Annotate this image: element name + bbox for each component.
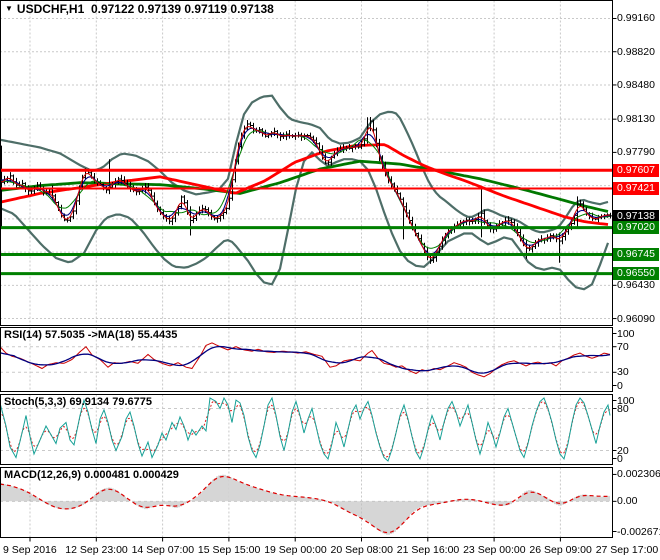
price-axis-label: 0.99160 xyxy=(617,12,655,25)
chart-ohlc-values: 0.97122 0.97139 0.97119 0.97138 xyxy=(90,2,274,16)
price-axis-label: 0.96430 xyxy=(617,279,655,292)
price-axis-label: 0.98820 xyxy=(617,45,655,58)
time-axis-label: 23 Sep 00:00 xyxy=(463,544,526,556)
macd-axis-label: -0.002671 xyxy=(617,525,660,538)
price-badge: 0.97020 xyxy=(613,221,659,235)
macd-indicator-label: MACD(12,26,9) 0.000481 0.000429 xyxy=(4,469,179,481)
price-badge: 0.96550 xyxy=(613,267,659,281)
symbol-dropdown-icon: ▼ xyxy=(5,4,13,13)
stoch-axis-label: 100 xyxy=(617,394,635,407)
rsi-axis-label: 100 xyxy=(617,327,635,340)
chart-title: ▼ USDCHF,H1 0.97122 0.97139 0.97119 0.971… xyxy=(5,2,274,16)
time-axis-label: 9 Sep 2016 xyxy=(3,544,57,556)
price-badge: 0.96745 xyxy=(613,248,659,262)
price-badge: 0.97607 xyxy=(613,163,659,177)
stoch-indicator-label: Stoch(5,3,3) 69.9134 79.6775 xyxy=(4,396,152,408)
price-badge: 0.97138 xyxy=(613,209,659,223)
time-axis-label: 26 Sep 09:00 xyxy=(529,544,592,556)
time-axis-label: 19 Sep 00:00 xyxy=(264,544,327,556)
time-axis-label: 12 Sep 23:00 xyxy=(65,544,128,556)
time-axis-label: 20 Sep 08:00 xyxy=(330,544,393,556)
time-axis-label: 21 Sep 16:00 xyxy=(396,544,460,556)
time-axis-label: 27 Sep 17:00 xyxy=(595,544,659,556)
rsi-indicator-label: RSI(14) 57.5035 ->MA(18) 55.4435 xyxy=(4,329,178,341)
stoch-axis-label: 80 xyxy=(617,402,629,415)
price-badge: 0.97421 xyxy=(613,181,659,195)
price-axis-label: 0.96090 xyxy=(617,312,655,325)
rsi-axis-label: 70 xyxy=(617,340,629,353)
stoch-axis-label: 0 xyxy=(617,452,623,465)
rsi-axis-label: 0 xyxy=(617,379,623,392)
price-axis-label: 0.98480 xyxy=(617,78,655,91)
rsi-axis-label: 30 xyxy=(617,366,629,379)
chart-symbol-period: USDCHF,H1 xyxy=(16,2,85,16)
time-axis-label: 14 Sep 07:00 xyxy=(131,544,195,556)
macd-axis-label: 0.002306 xyxy=(617,468,660,481)
price-axis-label: 0.97790 xyxy=(617,146,655,159)
stoch-axis-label: 20 xyxy=(617,444,629,457)
macd-axis-label: 0.00 xyxy=(617,495,638,508)
price-axis-label: 0.98130 xyxy=(617,113,655,126)
time-axis-label: 15 Sep 15:00 xyxy=(197,544,261,556)
